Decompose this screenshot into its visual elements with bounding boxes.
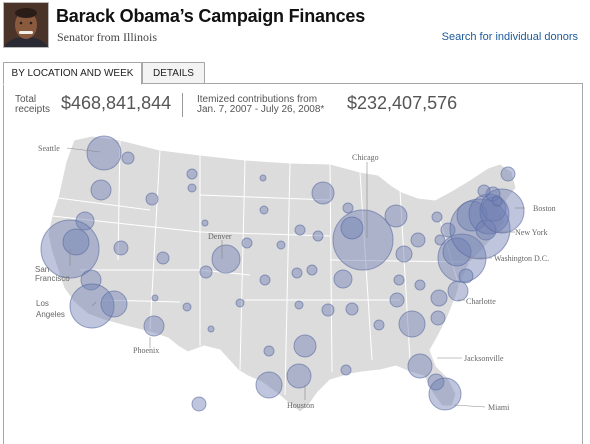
bubble-miami xyxy=(428,377,462,411)
city-label-washington: Washington D.C. xyxy=(494,254,549,263)
city-label-seattle: Seattle xyxy=(38,144,60,153)
contribution-bubbles xyxy=(40,135,525,412)
total-receipts-label-line1: Total xyxy=(15,94,37,105)
stats-bar: Total receipts $468,841,844 Itemized con… xyxy=(15,93,575,123)
city-label-los-angeles-line2: Angeles xyxy=(36,310,65,319)
label-leader-lines xyxy=(66,147,525,408)
total-receipts-value: $468,841,844 xyxy=(61,93,172,113)
itemized-value: $232,407,576 xyxy=(347,93,458,113)
bubble-charlotte xyxy=(398,310,426,338)
city-label-phoenix: Phoenix xyxy=(133,346,159,355)
state-borders xyxy=(51,139,471,396)
city-labels: Seattle Chicago Boston New York Denver S… xyxy=(35,144,556,412)
page-title: Barack Obama’s Campaign Finances xyxy=(56,6,366,26)
avatar xyxy=(3,2,49,48)
header: Barack Obama’s Campaign Finances Senator… xyxy=(0,0,590,60)
city-label-san-francisco-line2: Francisco xyxy=(35,274,70,283)
search-donors-link[interactable]: Search for individual donors xyxy=(441,31,578,43)
bubble-denver xyxy=(211,244,241,274)
portrait-image xyxy=(4,3,48,47)
city-label-new-york: New York xyxy=(515,228,547,237)
city-label-miami: Miami xyxy=(488,403,510,412)
tab-by-location-and-week[interactable]: BY LOCATION AND WEEK xyxy=(3,62,142,85)
city-label-san-francisco-line1: San xyxy=(35,265,49,274)
itemized-label-line1: Itemized contributions from xyxy=(197,94,318,105)
total-receipts-label-line2: receipts xyxy=(15,104,51,115)
city-label-houston: Houston xyxy=(287,401,314,410)
city-label-jacksonville: Jacksonville xyxy=(464,354,504,363)
city-label-boston: Boston xyxy=(533,204,556,213)
bubble-jacksonville xyxy=(407,353,433,379)
bubble-chicago xyxy=(332,209,394,271)
bubble-boston xyxy=(479,188,525,234)
city-label-denver: Denver xyxy=(208,232,232,241)
itemized-label-line2: Jan. 7, 2007 - July 26, 2008* xyxy=(197,104,325,115)
city-label-charlotte: Charlotte xyxy=(466,297,496,306)
page-subtitle: Senator from Illinois xyxy=(57,30,157,44)
city-label-los-angeles-line1: Los xyxy=(36,299,49,308)
city-label-chicago: Chicago xyxy=(352,153,379,162)
bubble-houston xyxy=(293,334,317,358)
bubble-seattle xyxy=(86,135,122,171)
stats-divider xyxy=(182,93,183,117)
